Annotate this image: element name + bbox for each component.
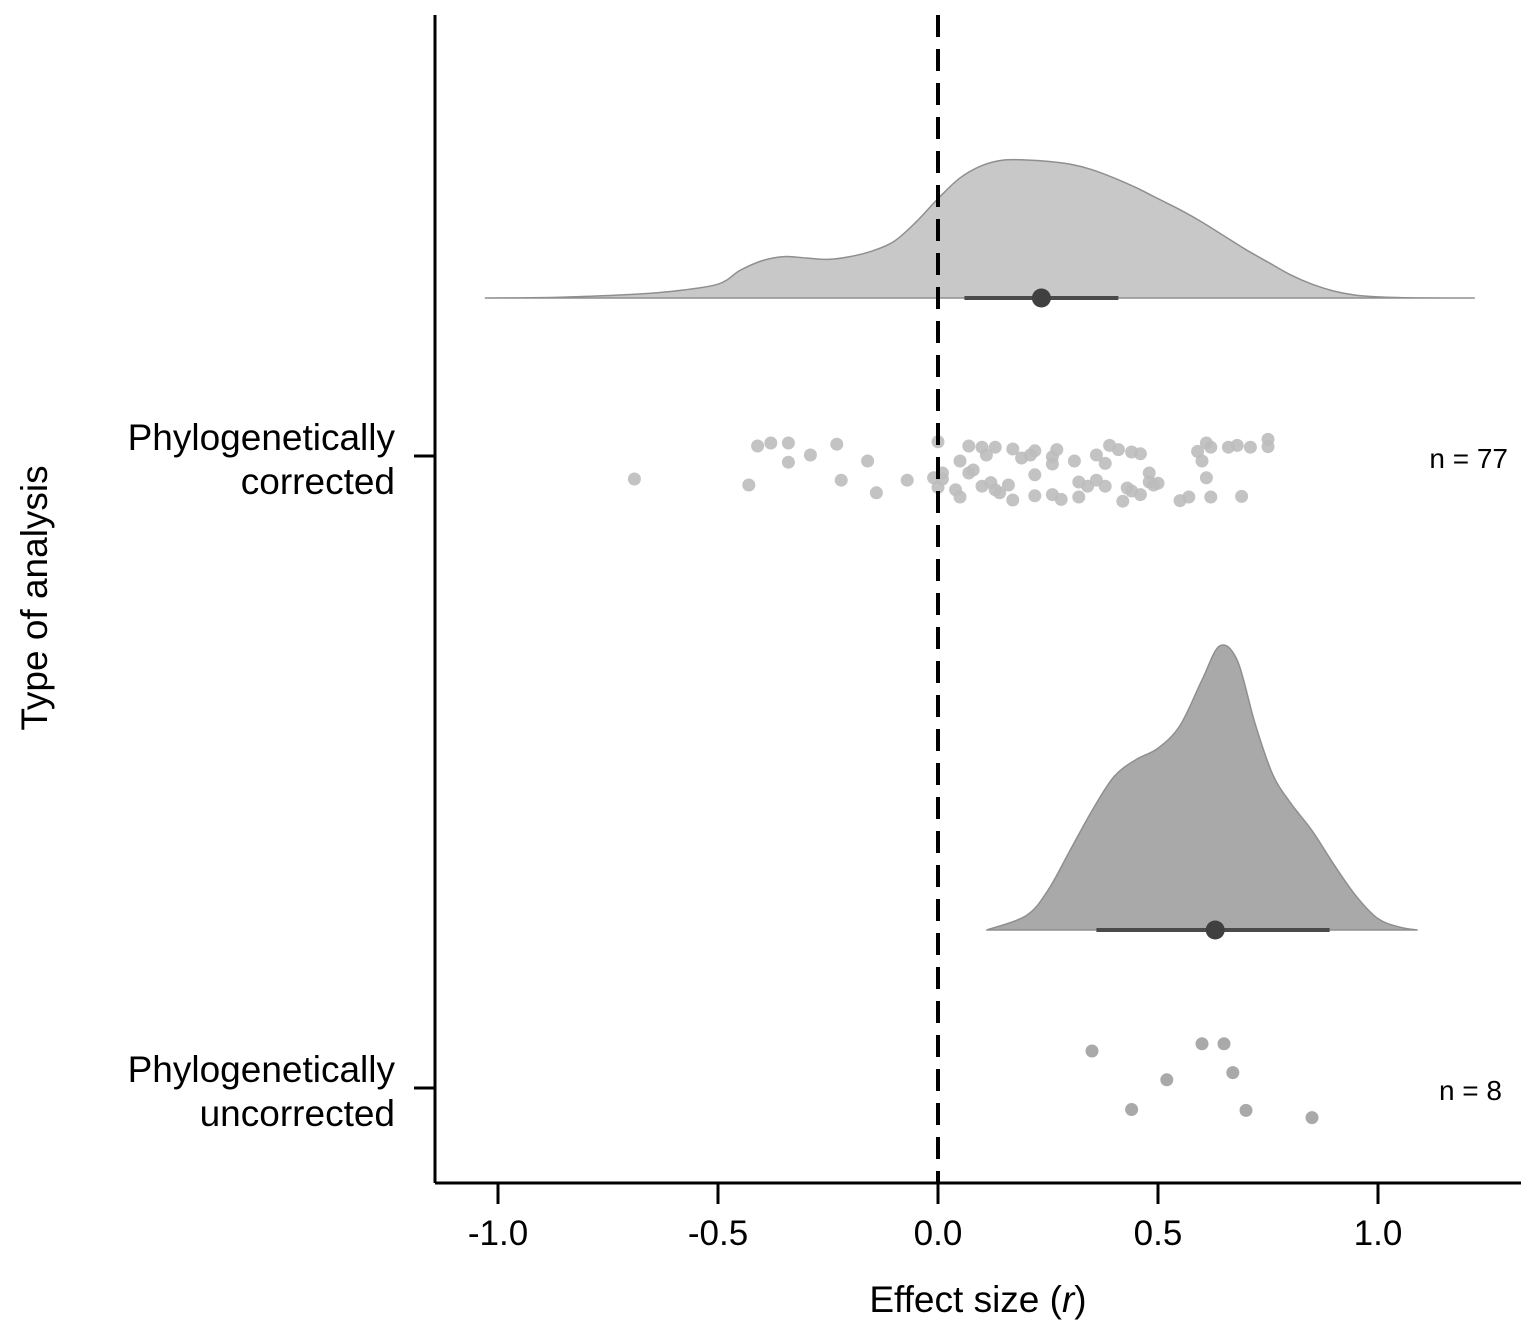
data-point: [1195, 454, 1209, 468]
data-point: [988, 440, 1002, 454]
data-point: [1261, 440, 1275, 454]
mean-intervals: [964, 288, 1330, 940]
data-point: [1239, 1103, 1253, 1117]
data-point: [834, 473, 848, 487]
data-point: [1235, 489, 1249, 503]
data-point: [781, 455, 795, 469]
data-point: [1028, 468, 1042, 482]
data-point: [751, 439, 765, 453]
data-point: [869, 486, 883, 500]
axes: -1.0 -0.5 0.0 0.5 1.0 Phylogeneticallycorrec…: [128, 15, 1521, 1253]
data-point: [1142, 466, 1156, 480]
data-point: [1195, 1037, 1209, 1051]
data-point: [830, 437, 844, 451]
data-point: [1006, 493, 1020, 507]
data-point: [1116, 494, 1130, 508]
y-axis-ticks: PhylogeneticallycorrectedPhylogeneticall…: [128, 417, 435, 1134]
data-point: [1182, 490, 1196, 504]
mean-point-1: [1031, 288, 1051, 308]
data-point: [1204, 440, 1218, 454]
mean-point-2: [1205, 920, 1225, 940]
x-axis-title: Effect size (r): [869, 1279, 1086, 1320]
data-point: [1230, 438, 1244, 452]
data-point: [1050, 443, 1064, 457]
data-point: [1067, 454, 1081, 468]
data-point: [1054, 492, 1068, 506]
density-clouds: [484, 158, 1475, 931]
density-cloud-1: [484, 158, 1475, 299]
data-point: [1199, 471, 1213, 485]
data-point: [1160, 1073, 1174, 1087]
data-point: [1243, 440, 1257, 454]
data-point: [1204, 490, 1218, 504]
data-point: [803, 448, 817, 462]
data-point: [1226, 1066, 1240, 1080]
data-point: [1098, 479, 1112, 493]
data-point: [764, 436, 778, 450]
raw-data-points: [627, 432, 1319, 1125]
data-point: [1125, 1103, 1139, 1116]
data-point: [953, 454, 967, 468]
x-tick-label: 0.0: [914, 1214, 963, 1253]
category-label-line2: uncorrected: [200, 1093, 395, 1134]
data-point: [1111, 443, 1125, 457]
sample-size-labels: n = 77 n = 8: [1429, 443, 1508, 1106]
data-point: [1001, 478, 1015, 492]
data-point: [1089, 448, 1103, 462]
data-point: [979, 448, 993, 462]
density-cloud-2: [986, 644, 1418, 931]
data-point: [962, 439, 976, 453]
data-point: [781, 436, 795, 450]
data-point: [861, 454, 875, 468]
category-label-line1: Phylogenetically: [128, 1049, 396, 1090]
n-label-2: n = 8: [1439, 1075, 1502, 1106]
data-point: [1028, 444, 1042, 458]
category-label-line1: Phylogenetically: [128, 417, 396, 458]
x-tick-label: -0.5: [688, 1214, 748, 1253]
data-point: [1006, 442, 1020, 456]
data-point: [953, 490, 967, 504]
x-axis-ticks: -1.0 -0.5 0.0 0.5 1.0: [468, 1183, 1402, 1253]
data-point: [1151, 476, 1165, 490]
data-point: [1072, 490, 1086, 504]
data-point: [742, 478, 756, 492]
data-point: [1028, 489, 1042, 503]
data-point: [900, 473, 914, 487]
data-point: [993, 486, 1007, 500]
data-point: [1305, 1111, 1319, 1125]
data-point: [627, 472, 641, 486]
data-point: [1098, 456, 1112, 470]
data-point: [1133, 447, 1147, 461]
data-point: [966, 463, 980, 477]
x-tick-label: 0.5: [1134, 1214, 1183, 1253]
x-tick-label: 1.0: [1354, 1214, 1403, 1253]
data-point: [1085, 1044, 1099, 1058]
data-point: [1133, 488, 1147, 502]
y-axis-title: Type of analysis: [14, 465, 55, 730]
x-tick-label: -1.0: [468, 1214, 528, 1253]
n-label-1: n = 77: [1429, 443, 1508, 474]
data-point: [1217, 1037, 1231, 1051]
category-label-line2: corrected: [241, 461, 395, 502]
